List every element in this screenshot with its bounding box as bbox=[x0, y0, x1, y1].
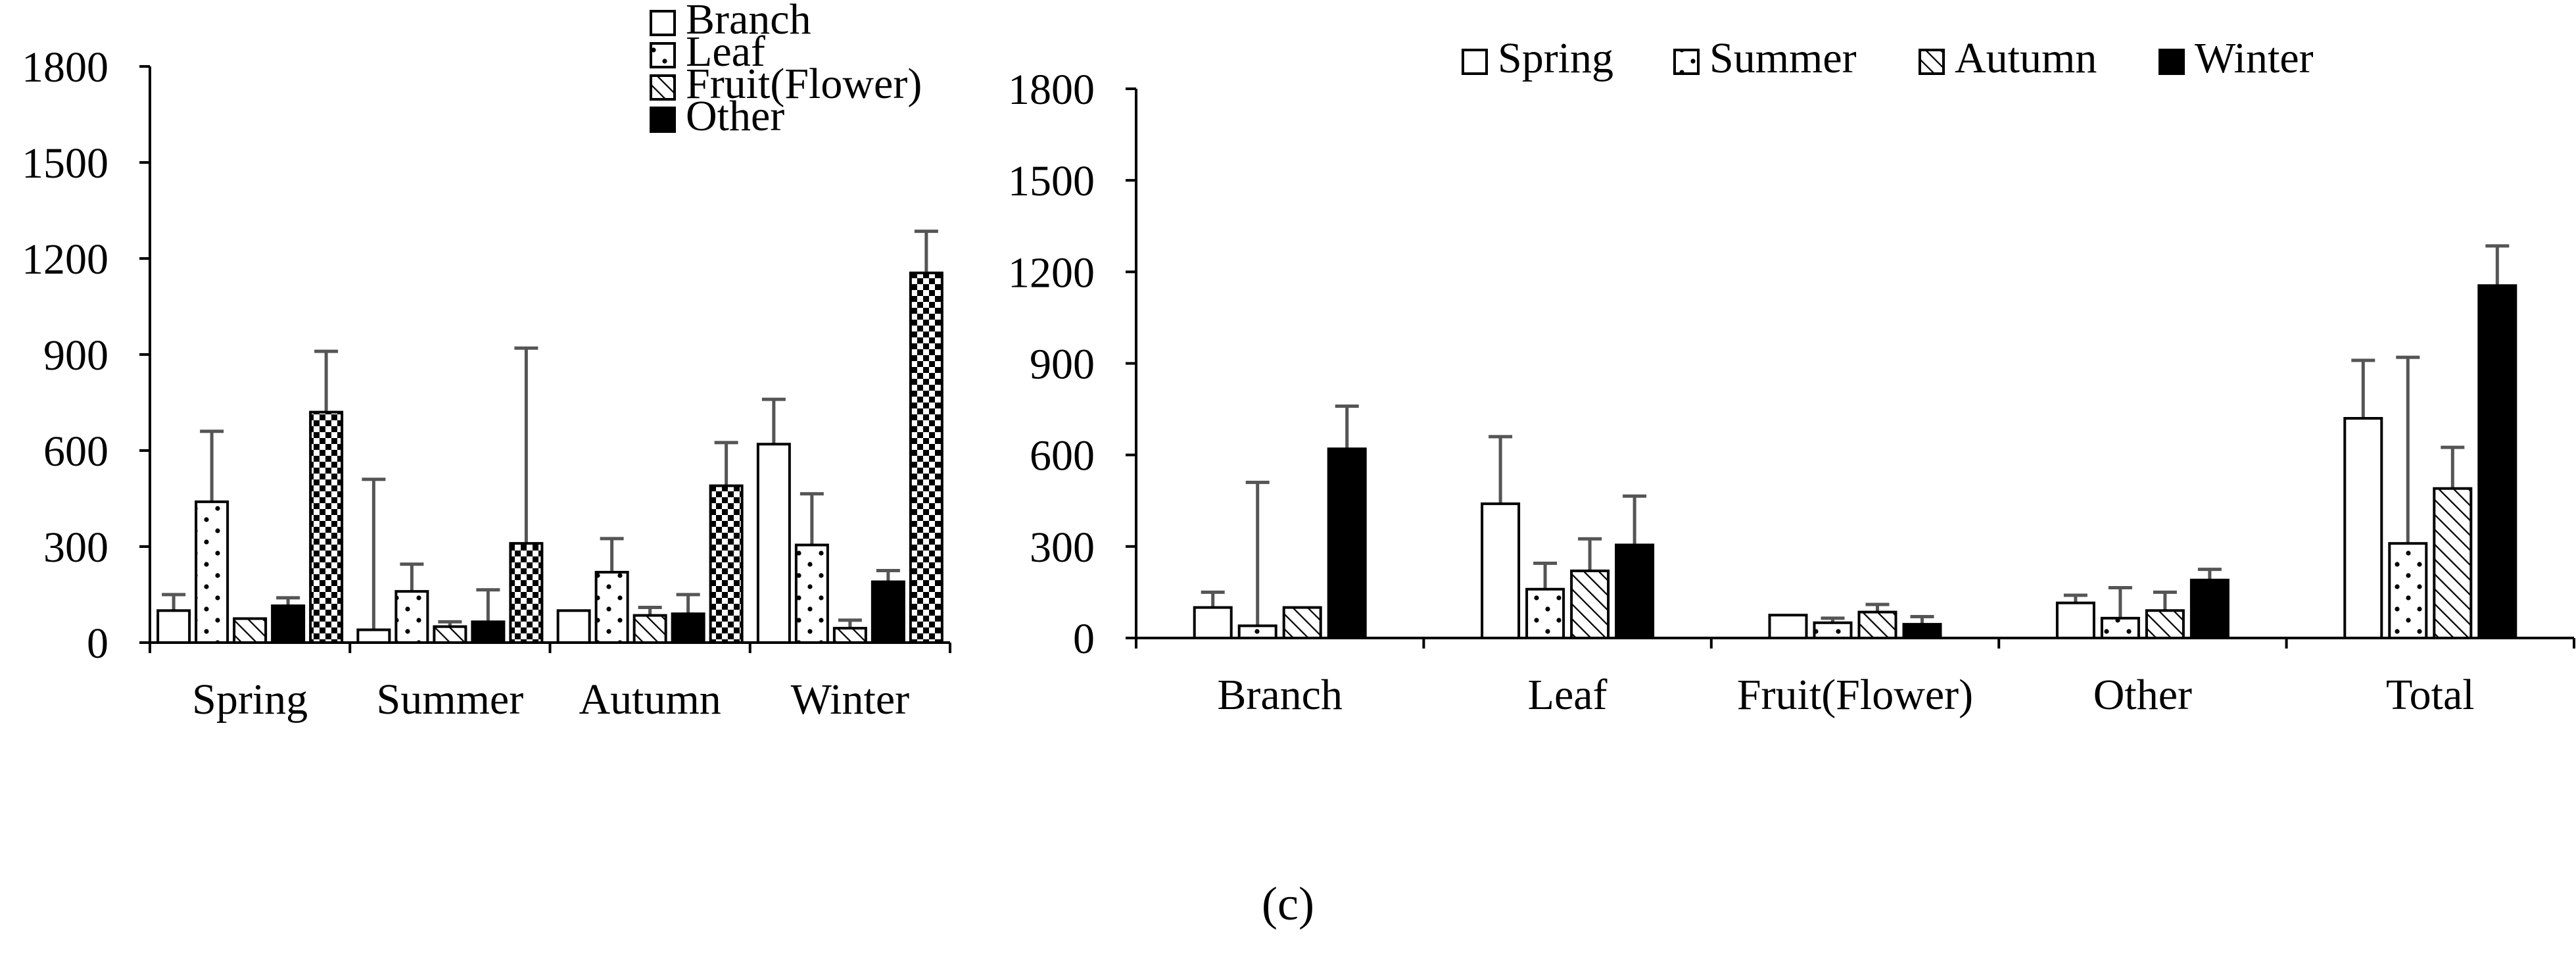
bar-spring-leaf bbox=[195, 500, 229, 644]
bar-spring-other bbox=[271, 604, 306, 644]
bar-fruit-flower-summer bbox=[1813, 621, 1853, 639]
y-tick-label: 1800 bbox=[22, 43, 108, 91]
bar-leaf-summer bbox=[1525, 587, 1565, 639]
legend: Spring Summer Autumn Winter bbox=[1462, 34, 2314, 82]
bar-fruit-flower-winter bbox=[1902, 623, 1942, 639]
bar-fruit-flower-spring bbox=[1768, 614, 1808, 639]
bar-spring-fruit-flower bbox=[233, 617, 268, 644]
bar-autumn-leaf bbox=[594, 570, 629, 645]
chart-by-season: 0 300 600 900 1200 1500 1800 Spring Summer Autumn… bbox=[22, 0, 951, 724]
legend-swatch-winter bbox=[2159, 49, 2185, 75]
bar-winter-other bbox=[871, 580, 905, 644]
bar-summer-other bbox=[471, 620, 506, 644]
bar-leaf-winter bbox=[1615, 543, 1655, 640]
legend-label-other: Other bbox=[686, 92, 784, 140]
y-tick-label: 900 bbox=[43, 331, 108, 380]
legend-swatch-leaf bbox=[650, 42, 676, 68]
bar-other-winter bbox=[2189, 578, 2230, 639]
bar-summer-total bbox=[509, 542, 544, 645]
x-tick-label: Fruit(Flower) bbox=[1737, 671, 1973, 719]
y-tick-label: 600 bbox=[43, 428, 108, 476]
bar-other-autumn bbox=[2145, 609, 2185, 639]
y-tick-label: 600 bbox=[1030, 432, 1095, 480]
legend-swatch-summer bbox=[1673, 49, 1700, 75]
bar-autumn-total bbox=[709, 484, 744, 644]
legend-swatch-autumn bbox=[1919, 49, 1945, 75]
legend-swatch-fruit-flower bbox=[650, 74, 676, 101]
y-tick-label: 300 bbox=[43, 524, 108, 572]
y-tick-label: 0 bbox=[1073, 615, 1095, 663]
x-tick-label: Total bbox=[2386, 671, 2475, 719]
legend-swatch-spring bbox=[1462, 49, 1488, 75]
bar-leaf-autumn bbox=[1570, 569, 1610, 640]
bar-branch-autumn bbox=[1282, 606, 1322, 639]
bar-branch-summer bbox=[1237, 624, 1277, 640]
bar-spring-branch bbox=[156, 609, 191, 644]
legend-swatch-other bbox=[650, 107, 676, 133]
bar-fruit-flower-autumn bbox=[1857, 610, 1897, 640]
y-tick-label: 1500 bbox=[1008, 157, 1095, 205]
bar-other-summer bbox=[2100, 616, 2140, 640]
y-tick-label: 0 bbox=[87, 620, 108, 668]
legend-label-fruit-flower: Fruit(Flower) bbox=[686, 60, 922, 108]
legend-label-winter: Winter bbox=[2195, 34, 2314, 82]
panel-label: (c) bbox=[1262, 877, 1314, 930]
x-tick-label: Leaf bbox=[1528, 671, 1608, 719]
y-tick-label: 1200 bbox=[1008, 249, 1095, 297]
x-tick-label: Branch bbox=[1217, 671, 1343, 719]
y-tick-label: 1500 bbox=[22, 139, 108, 187]
bar-total-autumn bbox=[2433, 487, 2473, 640]
bar-other-spring bbox=[2055, 601, 2095, 639]
legend-label-spring: Spring bbox=[1498, 34, 1613, 82]
x-tick-label: Autumn bbox=[579, 675, 721, 724]
legend-label-autumn: Autumn bbox=[1955, 34, 2097, 82]
y-tick-label: 1200 bbox=[22, 235, 108, 283]
bar-summer-leaf bbox=[394, 590, 429, 645]
y-tick-label: 1800 bbox=[1008, 66, 1095, 114]
bar-total-summer bbox=[2388, 542, 2428, 640]
x-tick-label: Summer bbox=[377, 675, 524, 724]
y-tick-label: 300 bbox=[1030, 524, 1095, 572]
bar-summer-branch bbox=[356, 628, 391, 644]
bar-spring-total bbox=[309, 410, 344, 644]
bar-autumn-branch bbox=[556, 609, 591, 644]
x-tick-label: Other bbox=[2093, 671, 2192, 719]
legend-label-leaf: Leaf bbox=[686, 28, 765, 76]
bar-leaf-spring bbox=[1481, 502, 1521, 640]
x-tick-label: Winter bbox=[791, 675, 910, 724]
bar-summer-fruit-flower bbox=[433, 625, 467, 645]
bar-autumn-fruit-flower bbox=[632, 614, 667, 645]
bar-winter-total bbox=[909, 271, 943, 644]
bar-total-spring bbox=[2343, 417, 2383, 639]
bar-autumn-other bbox=[671, 612, 705, 645]
legend-label-summer: Summer bbox=[1709, 34, 1857, 82]
bar-winter-fruit-flower bbox=[832, 627, 867, 644]
x-tick-label: Spring bbox=[192, 675, 308, 724]
legend-swatch-branch bbox=[650, 10, 676, 36]
y-tick-label: 900 bbox=[1030, 341, 1095, 389]
bar-winter-branch bbox=[756, 443, 791, 644]
chart-by-component: 0 300 600 900 1200 1500 1800 Branch Leaf Fruit(Fl… bbox=[1008, 34, 2575, 719]
bar-total-winter bbox=[2477, 284, 2517, 640]
bar-branch-winter bbox=[1327, 447, 1367, 640]
bar-winter-leaf bbox=[794, 543, 829, 644]
bar-branch-spring bbox=[1193, 606, 1233, 639]
legend-label-branch: Branch bbox=[686, 0, 811, 43]
